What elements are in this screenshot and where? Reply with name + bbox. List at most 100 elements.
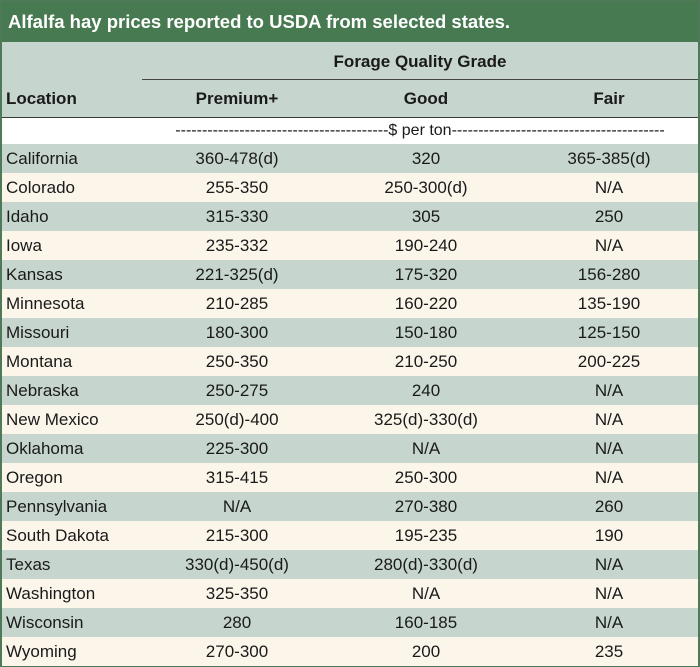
fair-cell: N/A: [594, 381, 624, 400]
table-row: Missouri 180-300 150-180 125-150: [2, 318, 698, 347]
good-cell: 305: [411, 207, 441, 226]
good-cell: N/A: [411, 584, 441, 603]
table-row: Washington 325-350 N/A N/A: [2, 579, 698, 608]
table-row: Wyoming 270-300 200 235: [2, 637, 698, 666]
premium-cell: 250-350: [205, 352, 269, 371]
fair-cell: N/A: [594, 613, 624, 632]
table-row: Oregon 315-415 250-300 N/A: [2, 463, 698, 492]
fair-cell: 135-190: [577, 294, 641, 313]
fair-cell: N/A: [594, 410, 624, 429]
table-header: Forage Quality Grade Location Premium+ G…: [2, 42, 698, 117]
location-cell: Washington: [6, 584, 96, 603]
good-cell: 280(d)-330(d): [374, 555, 478, 574]
units-label: ----------------------------------------…: [175, 122, 665, 139]
location-cell: Pennsylvania: [6, 497, 108, 516]
premium-cell: 235-332: [205, 236, 269, 255]
table-title: Alfalfa hay prices reported to USDA from…: [2, 2, 698, 42]
location-cell: Minnesota: [6, 294, 85, 313]
good-cell: 320: [411, 149, 441, 168]
good-cell: 250-300(d): [384, 178, 468, 197]
premium-cell: 330(d)-450(d): [185, 555, 289, 574]
location-cell: Nebraska: [6, 381, 79, 400]
premium-cell: 250(d)-400: [195, 410, 279, 429]
premium-cell: 315-415: [205, 468, 269, 487]
units-row: ----------------------------------------…: [2, 117, 698, 144]
premium-cell: 180-300: [205, 323, 269, 342]
good-cell: 175-320: [394, 265, 458, 284]
location-cell: New Mexico: [6, 410, 99, 429]
fair-cell: 200-225: [577, 352, 641, 371]
fair-cell: N/A: [594, 236, 624, 255]
good-cell: 270-380: [394, 497, 458, 516]
good-column-header: Good: [403, 89, 449, 108]
table-row: Texas 330(d)-450(d) 280(d)-330(d) N/A: [2, 550, 698, 579]
premium-cell: 360-478(d): [195, 149, 279, 168]
location-cell: Missouri: [6, 323, 70, 342]
premium-cell: 280: [222, 613, 252, 632]
table-row: Colorado 255-350 250-300(d) N/A: [2, 173, 698, 202]
location-cell: Idaho: [6, 207, 49, 226]
premium-cell: N/A: [222, 497, 252, 516]
table-row: Montana 250-350 210-250 200-225: [2, 347, 698, 376]
table-row: Iowa 235-332 190-240 N/A: [2, 231, 698, 260]
location-cell: Oklahoma: [6, 439, 84, 458]
fair-cell: N/A: [594, 468, 624, 487]
good-cell: N/A: [411, 439, 441, 458]
fair-column-header: Fair: [593, 89, 625, 108]
fair-cell: 365-385(d): [567, 149, 651, 168]
table-row: Pennsylvania N/A 270-380 260: [2, 492, 698, 521]
location-column-header: Location: [6, 89, 77, 108]
location-cell: Texas: [6, 555, 51, 574]
premium-cell: 215-300: [205, 526, 269, 545]
location-cell: Kansas: [6, 265, 63, 284]
premium-column-header: Premium+: [195, 89, 279, 108]
location-cell: Wyoming: [6, 642, 77, 661]
good-cell: 200: [411, 642, 441, 661]
premium-cell: 225-300: [205, 439, 269, 458]
location-cell: South Dakota: [6, 526, 110, 545]
location-cell: Montana: [6, 352, 73, 371]
fair-cell: 190: [594, 526, 624, 545]
good-cell: 325(d)-330(d): [374, 410, 478, 429]
fair-cell: 260: [594, 497, 624, 516]
fair-cell: N/A: [594, 178, 624, 197]
premium-cell: 270-300: [205, 642, 269, 661]
good-cell: 160-220: [394, 294, 458, 313]
table-row: Idaho 315-330 305 250: [2, 202, 698, 231]
premium-cell: 255-350: [205, 178, 269, 197]
table-row: Wisconsin 280 160-185 N/A: [2, 608, 698, 637]
fair-cell: N/A: [594, 439, 624, 458]
fair-cell: 125-150: [577, 323, 641, 342]
table-row: California 360-478(d) 320 365-385(d): [2, 144, 698, 173]
table-row: Kansas 221-325(d) 175-320 156-280: [2, 260, 698, 289]
good-cell: 195-235: [394, 526, 458, 545]
location-cell: Oregon: [6, 468, 63, 487]
location-cell: Wisconsin: [6, 613, 84, 632]
premium-cell: 325-350: [205, 584, 269, 603]
fair-cell: N/A: [594, 555, 624, 574]
good-cell: 240: [411, 381, 441, 400]
fair-cell: 235: [594, 642, 624, 661]
premium-cell: 210-285: [205, 294, 269, 313]
good-cell: 150-180: [394, 323, 458, 342]
location-cell: Iowa: [6, 236, 42, 255]
good-cell: 190-240: [394, 236, 458, 255]
fair-cell: N/A: [594, 584, 624, 603]
group-title: Forage Quality Grade: [333, 52, 507, 71]
table-body: California 360-478(d) 320 365-385(d) Colorad…: [2, 144, 698, 666]
premium-cell: 250-275: [205, 381, 269, 400]
table-row: South Dakota 215-300 195-235 190: [2, 521, 698, 550]
premium-cell: 315-330: [205, 207, 269, 226]
good-cell: 250-300: [394, 468, 458, 487]
table-row: Nebraska 250-275 240 N/A: [2, 376, 698, 405]
fair-cell: 250: [594, 207, 624, 226]
table-row: Minnesota 210-285 160-220 135-190: [2, 289, 698, 318]
table-row: Oklahoma 225-300 N/A N/A: [2, 434, 698, 463]
good-cell: 160-185: [394, 613, 458, 632]
good-cell: 210-250: [394, 352, 458, 371]
fair-cell: 156-280: [577, 265, 641, 284]
premium-cell: 221-325(d): [195, 265, 279, 284]
table-row: New Mexico 250(d)-400 325(d)-330(d) N/A: [2, 405, 698, 434]
location-cell: Colorado: [6, 178, 75, 197]
